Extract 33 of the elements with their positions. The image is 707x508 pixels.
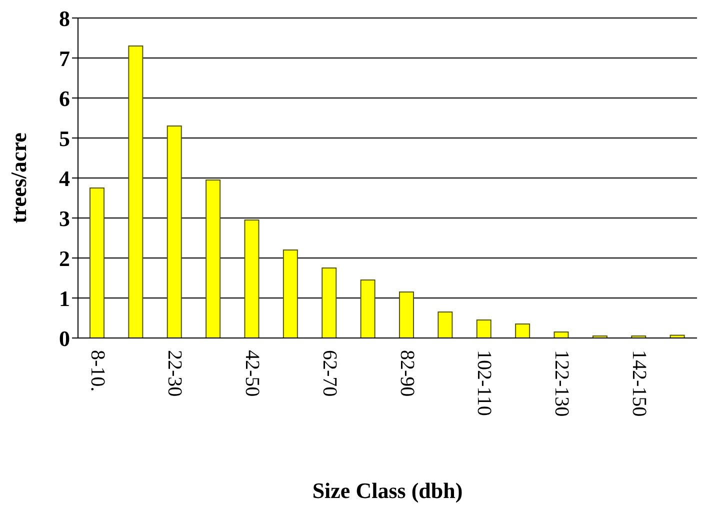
y-tick-label: 3: [59, 206, 70, 231]
x-tick-label: 8-10.: [86, 350, 108, 392]
x-tick-label: 142-150: [628, 350, 650, 417]
bar: [670, 334, 685, 338]
y-tick-label: 0: [59, 326, 70, 351]
bar: [438, 312, 453, 338]
x-tick-label: 102-110: [473, 350, 496, 416]
bar: [244, 220, 260, 338]
x-tick-label: 62-70: [318, 350, 340, 397]
bar: [476, 320, 492, 338]
bar: [360, 280, 376, 338]
y-tick-label: 4: [59, 166, 70, 191]
bar: [128, 46, 144, 338]
bar: [554, 332, 569, 338]
y-tick-label: 8: [59, 6, 70, 31]
bar: [515, 324, 530, 338]
bar: [166, 126, 182, 338]
x-tick-label: 122-130: [550, 350, 573, 417]
y-tick-label: 2: [59, 246, 70, 271]
bar: [206, 180, 221, 338]
y-axis-title: trees/acre: [6, 132, 31, 224]
x-tick-label: 82-90: [396, 350, 418, 397]
bar: [399, 292, 414, 338]
y-tick-label: 5: [59, 126, 70, 151]
x-axis-title: Size Class (dbh): [312, 478, 463, 503]
y-tick-label: 6: [59, 86, 70, 111]
y-tick-label: 7: [59, 46, 70, 71]
bar: [282, 250, 298, 338]
x-tick-label: 22-30: [164, 350, 186, 397]
x-tick-label: 42-50: [241, 350, 264, 397]
y-tick-label: 1: [59, 286, 70, 311]
bar: [90, 188, 104, 338]
bar: [322, 268, 337, 338]
